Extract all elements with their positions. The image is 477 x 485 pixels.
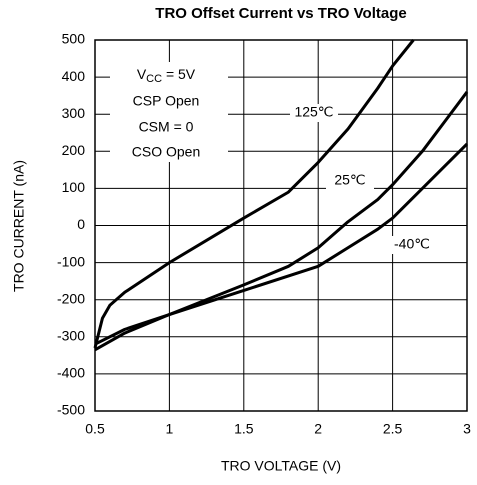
y-tick-label: 400 [62, 68, 86, 84]
y-tick-label: 200 [62, 142, 86, 158]
condition-line: CSP Open [133, 93, 200, 109]
vcc-value: = 5V [162, 66, 196, 82]
series-label: 125℃ [294, 104, 333, 120]
condition-line: CSM = 0 [139, 119, 194, 135]
y-tick-label: 500 [62, 31, 86, 47]
y-tick-label: 100 [62, 179, 86, 195]
series-label-bg [290, 104, 338, 122]
series-label-bg [326, 172, 374, 190]
series-label: 25℃ [334, 172, 365, 188]
y-tick-label: -400 [57, 365, 85, 381]
y-tick-label: 0 [77, 216, 85, 232]
conditions-bg [110, 62, 228, 162]
x-tick-label: 2 [314, 421, 322, 437]
series-label: -40℃ [394, 236, 430, 252]
vcc-symbol: V [137, 66, 147, 82]
series-line [94, 142, 469, 352]
y-tick-label: 300 [62, 105, 86, 121]
series-line [93, 39, 415, 349]
condition-line: CSO Open [132, 144, 200, 160]
x-tick-label: 0.5 [85, 421, 105, 437]
y-tick-label: -100 [57, 253, 85, 269]
vcc-subscript: CC [146, 73, 162, 85]
x-tick-label: 3 [463, 421, 471, 437]
chart-title: TRO Offset Current vs TRO Voltage [155, 5, 406, 22]
x-tick-label: 1 [166, 421, 174, 437]
x-tick-label: 2.5 [383, 421, 403, 437]
x-axis-label: TRO VOLTAGE (V) [221, 458, 341, 474]
y-tick-label: -500 [57, 402, 85, 418]
y-tick-label: -200 [57, 290, 85, 306]
x-tick-label: 1.5 [234, 421, 254, 437]
conditions: VCC = 5V CSP Open CSM = 0 CSO Open [110, 62, 228, 162]
y-axis-label: TRO CURRENT (nA) [11, 160, 27, 292]
vcc-condition: VCC = 5V [137, 66, 196, 85]
y-tick-label: -300 [57, 328, 85, 344]
series-label-bg [388, 236, 436, 254]
